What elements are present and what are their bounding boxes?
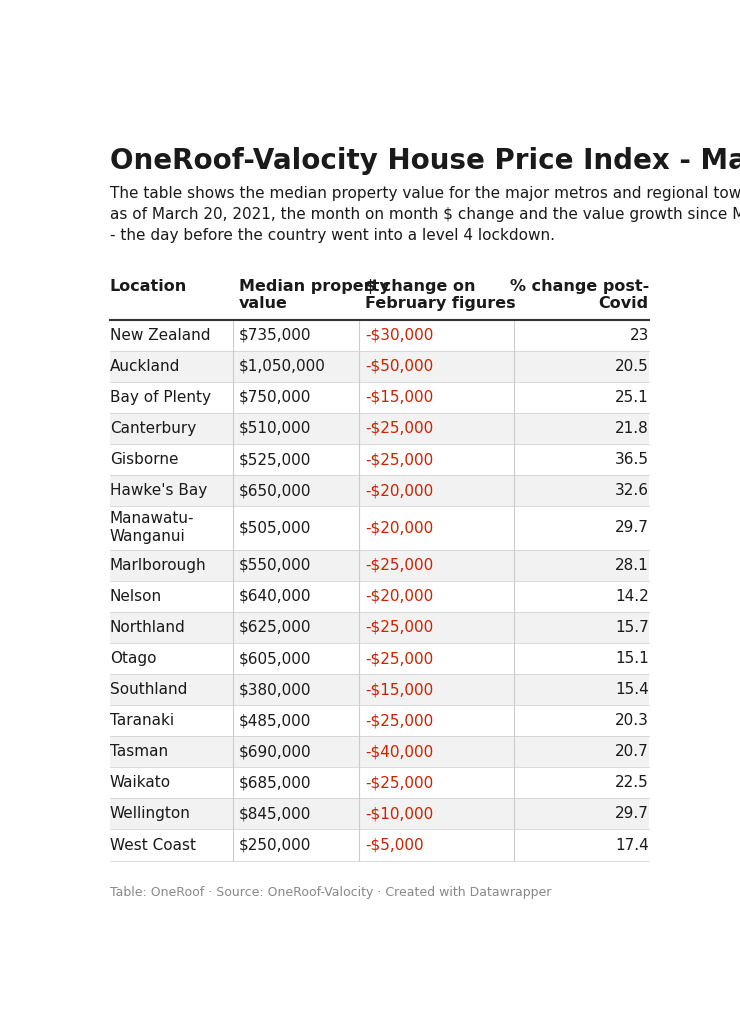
Text: West Coast: West Coast (110, 838, 195, 852)
Text: -$25,000: -$25,000 (365, 421, 433, 436)
Text: 25.1: 25.1 (615, 390, 649, 405)
Text: OneRoof-Valocity House Price Index - March 2021: OneRoof-Valocity House Price Index - Mar… (110, 148, 740, 175)
Text: -$15,000: -$15,000 (365, 682, 433, 697)
Text: Median property
value: Median property value (239, 279, 389, 312)
Text: $1,050,000: $1,050,000 (239, 358, 326, 374)
Bar (110, 830, 649, 860)
Text: $690,000: $690,000 (239, 744, 312, 759)
Text: -$25,000: -$25,000 (365, 558, 433, 573)
Text: -$30,000: -$30,000 (365, 328, 434, 343)
Text: -$25,000: -$25,000 (365, 452, 433, 467)
Text: $380,000: $380,000 (239, 682, 312, 697)
Text: 15.4: 15.4 (615, 682, 649, 697)
Text: -$20,000: -$20,000 (365, 484, 433, 498)
Text: -$25,000: -$25,000 (365, 620, 433, 635)
Text: $650,000: $650,000 (239, 484, 312, 498)
Text: $750,000: $750,000 (239, 390, 311, 405)
Bar (110, 382, 649, 413)
Bar (110, 506, 649, 550)
Bar (110, 581, 649, 612)
Text: -$5,000: -$5,000 (365, 838, 423, 852)
Text: -$25,000: -$25,000 (365, 714, 433, 728)
Text: 20.5: 20.5 (615, 358, 649, 374)
Text: Nelson: Nelson (110, 588, 162, 604)
Text: 14.2: 14.2 (615, 588, 649, 604)
Text: 29.7: 29.7 (615, 520, 649, 535)
Text: Bay of Plenty: Bay of Plenty (110, 390, 211, 405)
Text: $250,000: $250,000 (239, 838, 311, 852)
Text: -$15,000: -$15,000 (365, 390, 433, 405)
Text: 36.5: 36.5 (615, 452, 649, 467)
Text: $685,000: $685,000 (239, 776, 312, 790)
Text: $625,000: $625,000 (239, 620, 312, 635)
Bar (110, 705, 649, 736)
Text: $735,000: $735,000 (239, 328, 312, 343)
Text: 15.1: 15.1 (615, 651, 649, 666)
Bar (110, 643, 649, 674)
Text: -$20,000: -$20,000 (365, 588, 433, 604)
Text: Hawke's Bay: Hawke's Bay (110, 484, 207, 498)
Text: Auckland: Auckland (110, 358, 180, 374)
Bar (110, 798, 649, 830)
Text: Gisborne: Gisborne (110, 452, 178, 467)
Text: Marlborough: Marlborough (110, 558, 206, 573)
Bar (110, 475, 649, 506)
Bar (110, 550, 649, 581)
Text: $605,000: $605,000 (239, 651, 312, 666)
Text: $510,000: $510,000 (239, 421, 311, 436)
Text: 28.1: 28.1 (615, 558, 649, 573)
Text: 15.7: 15.7 (615, 620, 649, 635)
Bar (110, 351, 649, 382)
Bar (110, 612, 649, 643)
Text: $485,000: $485,000 (239, 714, 311, 728)
Text: $845,000: $845,000 (239, 806, 311, 822)
Text: $ change on
February figures: $ change on February figures (365, 279, 516, 312)
Text: $525,000: $525,000 (239, 452, 311, 467)
Bar (110, 320, 649, 351)
Bar (110, 444, 649, 475)
Text: 20.3: 20.3 (615, 714, 649, 728)
Text: Manawatu-
Wanganui: Manawatu- Wanganui (110, 511, 194, 545)
Bar (110, 736, 649, 768)
Text: $550,000: $550,000 (239, 558, 311, 573)
Text: Southland: Southland (110, 682, 187, 697)
Text: 20.7: 20.7 (615, 744, 649, 759)
Text: -$40,000: -$40,000 (365, 744, 433, 759)
Text: -$10,000: -$10,000 (365, 806, 433, 822)
Text: Tasman: Tasman (110, 744, 168, 759)
Text: Canterbury: Canterbury (110, 421, 196, 436)
Bar (110, 413, 649, 444)
Text: Waikato: Waikato (110, 776, 171, 790)
Text: New Zealand: New Zealand (110, 328, 210, 343)
Text: Location: Location (110, 279, 187, 294)
Text: The table shows the median property value for the major metros and regional town: The table shows the median property valu… (110, 186, 740, 243)
Text: 32.6: 32.6 (615, 484, 649, 498)
Text: -$50,000: -$50,000 (365, 358, 433, 374)
Text: 29.7: 29.7 (615, 806, 649, 822)
Text: $640,000: $640,000 (239, 588, 312, 604)
Text: -$20,000: -$20,000 (365, 520, 433, 535)
Text: -$25,000: -$25,000 (365, 776, 433, 790)
Text: Taranaki: Taranaki (110, 714, 174, 728)
Text: 21.8: 21.8 (615, 421, 649, 436)
Text: % change post-
Covid: % change post- Covid (510, 279, 649, 312)
Text: Table: OneRoof · Source: OneRoof-Valocity · Created with Datawrapper: Table: OneRoof · Source: OneRoof-Valocit… (110, 887, 551, 900)
Text: Northland: Northland (110, 620, 186, 635)
Bar (110, 768, 649, 798)
Text: -$25,000: -$25,000 (365, 651, 433, 666)
Text: Wellington: Wellington (110, 806, 191, 822)
Text: $505,000: $505,000 (239, 520, 311, 535)
Bar (110, 674, 649, 705)
Text: 17.4: 17.4 (615, 838, 649, 852)
Text: Otago: Otago (110, 651, 156, 666)
Text: 22.5: 22.5 (615, 776, 649, 790)
Text: 23: 23 (630, 328, 649, 343)
